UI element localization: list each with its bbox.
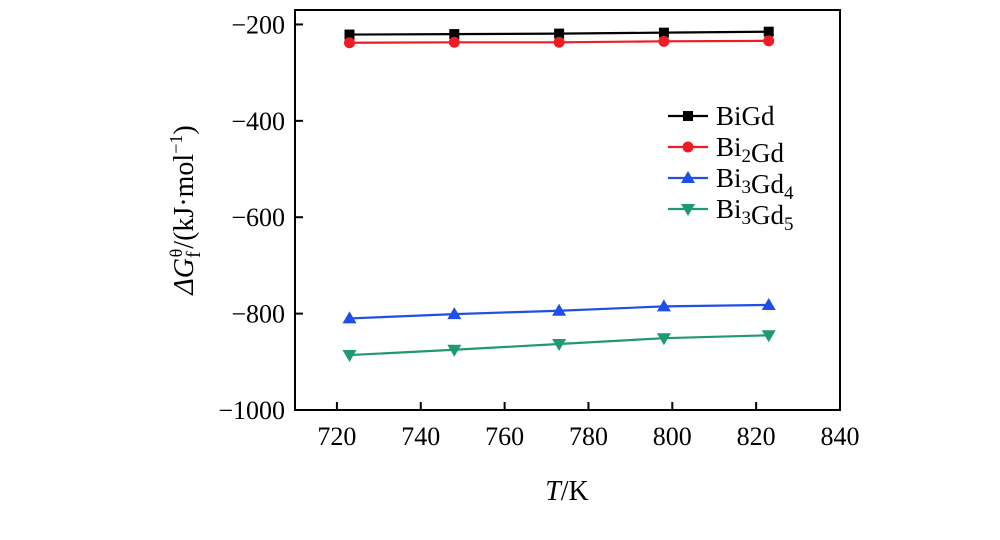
legend-swatch-marker (683, 111, 693, 121)
data-point (553, 36, 565, 48)
y-tick-label: −200 (231, 10, 285, 39)
series-bi2gd (344, 35, 775, 49)
data-point (761, 297, 776, 310)
legend-label-element: Gd (751, 169, 784, 199)
y-axis-title-superscript: θ (166, 249, 186, 258)
y-tick-label: −1000 (218, 396, 285, 425)
series-bi3gd5 (342, 330, 776, 363)
y-axis-title-close: ) (169, 125, 200, 134)
x-tick-label: 760 (485, 422, 524, 451)
data-point (342, 311, 357, 324)
legend-label-element: Bi (716, 163, 742, 193)
series-layer (342, 26, 776, 363)
legend-entry: Bi3Gd4 (668, 163, 794, 204)
data-point (658, 35, 670, 47)
legend-label: Bi2Gd (716, 132, 785, 168)
data-point (658, 27, 669, 38)
legend-swatch-marker (681, 171, 695, 183)
data-point (342, 350, 357, 363)
axis-ticks: 720 740 760 780 800 820 840 −1000 −800 −600 −400 −2… (218, 10, 859, 451)
y-axis-title-main: ΔG (169, 258, 200, 296)
legend-label-element: Bi (716, 132, 742, 162)
legend-label-subscript: 3 (742, 177, 752, 198)
data-point (763, 26, 774, 37)
data-point (656, 333, 671, 346)
data-point (763, 35, 775, 47)
legend-swatch-marker (682, 141, 694, 153)
legend-label-element: Gd (751, 138, 784, 168)
data-point (552, 303, 567, 316)
legend-label-subscript: 3 (742, 208, 752, 229)
x-tick-label: 820 (737, 422, 776, 451)
data-point (344, 37, 355, 49)
y-axis-title-exponent: −1 (166, 135, 186, 154)
series-bigd (344, 26, 774, 40)
data-point (554, 28, 565, 39)
legend-label-element: Gd (751, 200, 784, 230)
legend-entry: BiGd (668, 101, 775, 131)
legend-label-element: Bi (716, 101, 742, 131)
legend-label-element: Gd (742, 101, 775, 131)
x-axis-title: T/K (545, 476, 589, 507)
legend-label-element: Bi (716, 194, 742, 224)
x-tick-label: 840 (821, 422, 860, 451)
x-tick-label: 740 (401, 422, 440, 451)
legend-entry: Bi3Gd5 (668, 194, 794, 235)
y-tick-label: −600 (231, 203, 285, 232)
x-tick-label: 780 (569, 422, 608, 451)
data-point (448, 36, 460, 48)
data-point (449, 29, 460, 40)
plot-frame (294, 9, 841, 411)
x-tick-label: 800 (653, 422, 692, 451)
data-point (552, 338, 567, 351)
y-axis-title-unit: /(kJ·mol (169, 154, 200, 249)
series-bi3gd4 (342, 297, 776, 324)
legend-entry: Bi2Gd (668, 132, 785, 168)
x-axis-title-unit: /K (561, 476, 589, 507)
data-point (447, 307, 462, 320)
y-tick-label: −400 (231, 107, 285, 136)
legend-label-subscript: 2 (742, 146, 752, 167)
data-point (761, 330, 776, 343)
legend-label: Bi3Gd4 (716, 163, 794, 204)
y-tick-label: −800 (231, 300, 285, 329)
x-axis-title-variable: T (545, 476, 563, 507)
data-point (656, 299, 671, 312)
x-tick-label: 720 (317, 422, 356, 451)
data-point (344, 29, 355, 40)
legend-swatch-marker (681, 204, 695, 216)
legend-label: Bi3Gd5 (716, 194, 794, 235)
y-axis-title: ΔGfθ/(kJ·mol−1) (166, 125, 205, 295)
y-axis-title-subscript: f (183, 251, 205, 258)
data-point (447, 344, 462, 357)
legend-label-subscript: 4 (784, 183, 794, 204)
legend-label: BiGd (716, 101, 775, 131)
legend-label-subscript: 5 (784, 214, 794, 235)
